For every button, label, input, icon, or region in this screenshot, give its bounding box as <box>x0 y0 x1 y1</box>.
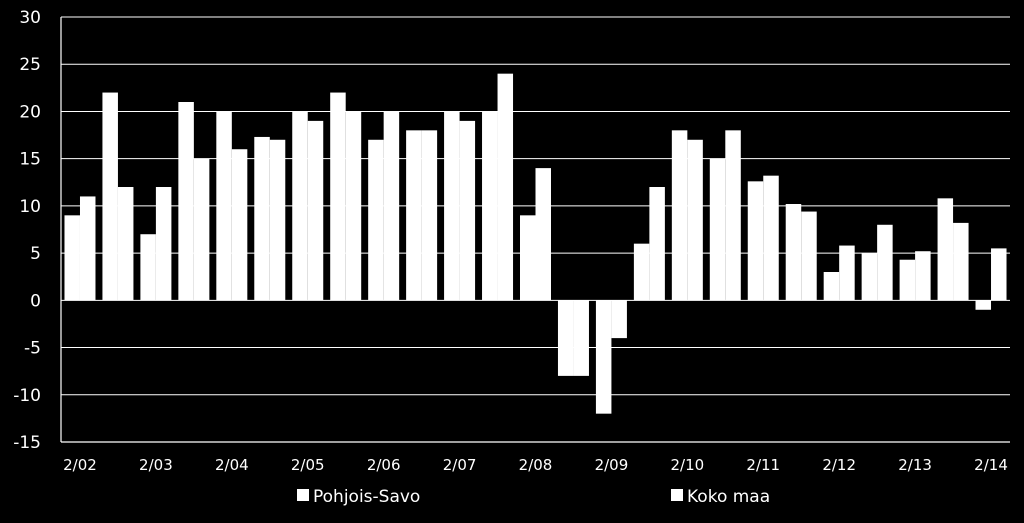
y-tick-label: 10 <box>19 197 41 217</box>
bar-pohjois-savo <box>937 198 954 301</box>
bar-koko-maa <box>497 73 514 301</box>
bar-koko-maa <box>155 187 172 301</box>
y-tick-label: 20 <box>19 102 41 122</box>
bar-pohjois-savo <box>406 130 422 301</box>
bar-koko-maa <box>687 139 703 301</box>
y-tick-label: -15 <box>13 433 41 453</box>
bar-koko-maa <box>117 187 134 301</box>
bars <box>64 73 1007 414</box>
bar-koko-maa <box>383 111 400 301</box>
bar-pohjois-savo <box>178 102 194 301</box>
bar-pohjois-savo <box>102 92 118 301</box>
x-tick-label: 2/05 <box>291 456 325 474</box>
x-tick-label: 2/11 <box>746 456 780 474</box>
bar-pohjois-savo <box>747 181 764 301</box>
bar-koko-maa <box>915 251 931 301</box>
bar-koko-maa <box>573 300 589 376</box>
legend: Pohjois-Savo Koko maa <box>297 487 770 507</box>
bar-pohjois-savo <box>899 259 916 301</box>
bar-pohjois-savo <box>330 92 346 301</box>
x-tick-label: 2/12 <box>822 456 856 474</box>
bar-koko-maa <box>953 222 969 301</box>
bar-koko-maa <box>649 187 665 301</box>
x-tick-label: 2/08 <box>519 456 553 474</box>
x-tick-label: 2/13 <box>898 456 932 474</box>
legend-swatch-koko-maa <box>671 489 683 501</box>
y-tick-label: 0 <box>30 291 41 311</box>
bar-koko-maa <box>611 300 627 339</box>
bar-pohjois-savo <box>140 234 156 301</box>
bar-pohjois-savo <box>444 111 460 301</box>
bar-koko-maa <box>459 120 476 301</box>
y-tick-label: -5 <box>24 339 41 359</box>
bar-koko-maa <box>193 158 210 301</box>
bar-pohjois-savo <box>633 243 650 301</box>
bar-pohjois-savo <box>785 204 802 301</box>
y-tick-label: 25 <box>19 55 41 75</box>
bar-koko-maa <box>231 149 248 301</box>
y-tick-label: 5 <box>30 244 41 264</box>
bar-pohjois-savo <box>861 253 878 301</box>
x-tick-label: 2/04 <box>215 456 249 474</box>
bar-koko-maa <box>307 120 324 301</box>
x-tick-label: 2/09 <box>595 456 629 474</box>
x-tick-label: 2/14 <box>974 456 1008 474</box>
bar-koko-maa <box>877 224 893 301</box>
x-tick-label: 2/07 <box>443 456 477 474</box>
bar-koko-maa <box>535 168 551 301</box>
bar-koko-maa <box>763 175 779 301</box>
bar-pohjois-savo <box>671 130 688 301</box>
x-tick-label: 2/02 <box>63 456 97 474</box>
axes <box>60 17 1010 443</box>
bar-koko-maa <box>991 248 1007 301</box>
bar-pohjois-savo <box>254 136 270 301</box>
y-tick-label: -10 <box>13 386 41 406</box>
bar-koko-maa <box>421 130 438 301</box>
bar-pohjois-savo <box>482 111 498 301</box>
bar-koko-maa <box>725 130 741 301</box>
legend-label-pohjois-savo: Pohjois-Savo <box>313 487 420 507</box>
x-tick-label: 2/03 <box>139 456 173 474</box>
y-tick-label: 30 <box>19 8 41 28</box>
bar-koko-maa <box>801 211 817 301</box>
bar-pohjois-savo <box>557 300 574 376</box>
x-tick-label: 2/10 <box>670 456 704 474</box>
bar-pohjois-savo <box>292 111 308 301</box>
bar-pohjois-savo <box>64 215 80 301</box>
bar-pohjois-savo <box>368 139 384 301</box>
legend-label-koko-maa: Koko maa <box>687 487 770 507</box>
bar-koko-maa <box>345 111 362 301</box>
bar-koko-maa <box>79 196 96 301</box>
bar-pohjois-savo <box>595 300 612 414</box>
x-tick-label: 2/06 <box>367 456 401 474</box>
bar-koko-maa <box>839 245 855 301</box>
legend-swatch-pohjois-savo <box>297 489 309 501</box>
bar-pohjois-savo <box>823 272 840 301</box>
bar-pohjois-savo <box>216 111 232 301</box>
x-axis-tick-labels: 2/02 2/03 2/04 2/05 2/06 2/07 2/08 2/09 2/10 2/11… <box>63 456 1008 474</box>
bar-pohjois-savo <box>709 158 726 301</box>
bar-pohjois-savo <box>975 300 992 310</box>
bar-koko-maa <box>269 139 286 301</box>
bar-pohjois-savo <box>520 215 536 301</box>
y-tick-label: 15 <box>19 150 41 170</box>
y-axis-tick-labels: 30 25 20 15 10 5 0 -5 -10 -15 <box>13 8 41 453</box>
